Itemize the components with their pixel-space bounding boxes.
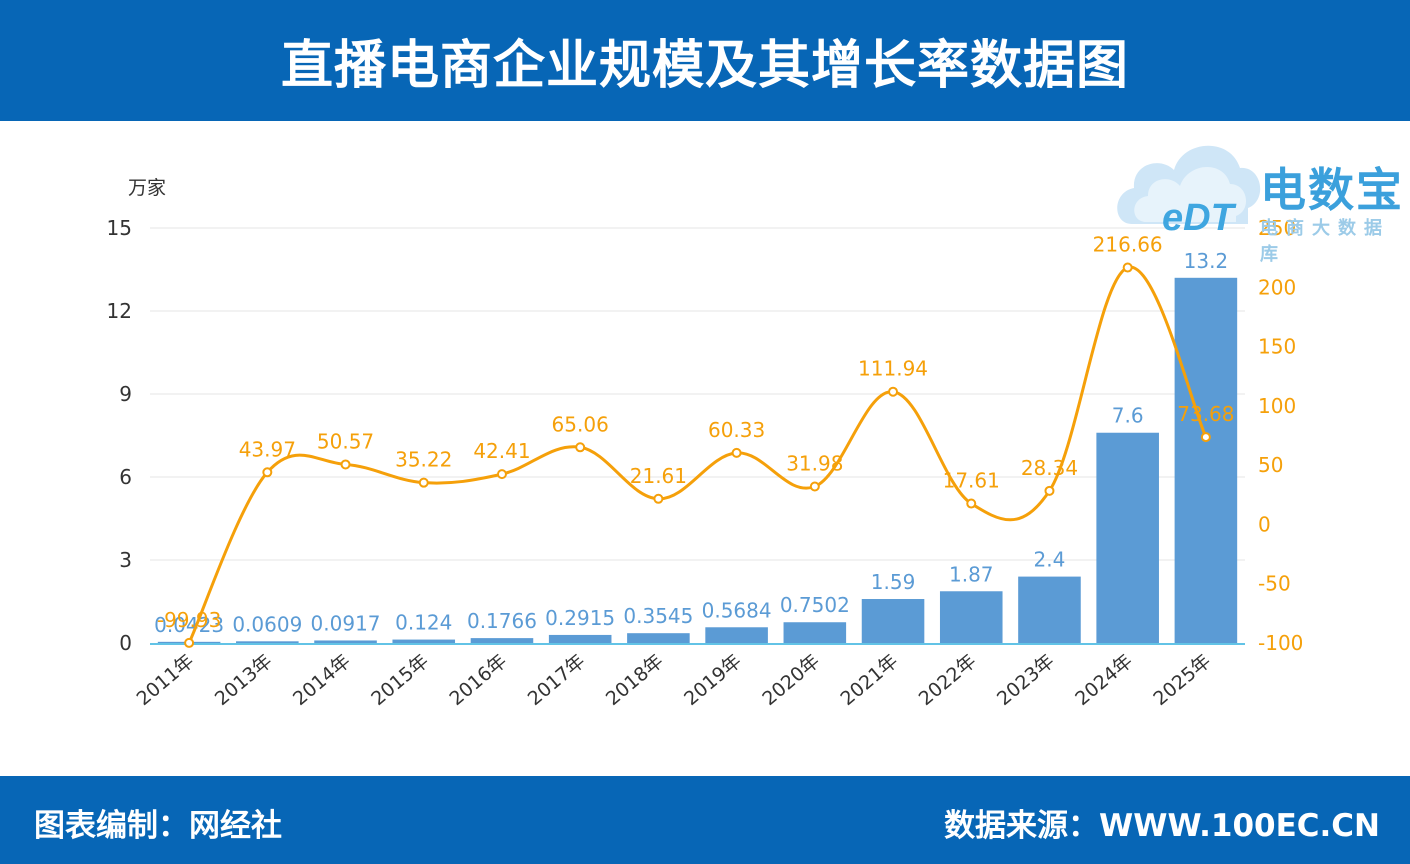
line-data-label: 28.34 — [1021, 456, 1078, 480]
y-right-tick-label: -100 — [1258, 631, 1303, 655]
bar — [1174, 277, 1238, 643]
line-point — [888, 386, 899, 397]
x-tick-label: 2023年 — [993, 650, 1059, 710]
line-point — [653, 493, 664, 504]
bar-data-label: 0.0917 — [311, 611, 381, 635]
line-data-label: 65.06 — [552, 412, 609, 436]
bar — [1018, 576, 1081, 643]
y-right-tick-label: 100 — [1258, 394, 1296, 418]
bar-data-label: 0.1766 — [467, 609, 537, 633]
bar — [783, 622, 847, 643]
line-data-label: 73.68 — [1177, 402, 1234, 426]
line-point — [575, 442, 586, 453]
logo-subtitle: 电商大数据库 — [1260, 218, 1390, 265]
y-right-tick-label: -50 — [1258, 572, 1291, 596]
x-tick-label: 2016年 — [445, 650, 511, 710]
bar-data-label: 0.0609 — [232, 612, 302, 636]
bar-data-label: 0.7502 — [780, 593, 850, 617]
bar-data-label: 0.124 — [395, 611, 452, 635]
y-left-tick-label: 12 — [107, 299, 132, 323]
y-left-axis-title: 万家 — [128, 177, 166, 199]
bar-data-label: 0.5684 — [702, 598, 772, 622]
chart-title: 直播电商企业规模及其增长率数据图 — [280, 36, 1129, 96]
x-tick-label: 2018年 — [602, 650, 668, 710]
bar — [236, 641, 299, 643]
line-point — [809, 481, 820, 492]
bar — [939, 591, 1003, 643]
line-data-label: 42.41 — [473, 439, 530, 463]
line-point — [966, 498, 977, 509]
bar-data-label: 7.6 — [1112, 404, 1144, 428]
y-left-tick-label: 0 — [119, 631, 132, 655]
bar — [627, 633, 690, 643]
line-data-label: 17.61 — [943, 469, 1000, 493]
svg-text:eDT: eDT — [1162, 197, 1237, 238]
y-right-tick-label: 150 — [1258, 335, 1296, 359]
bar — [392, 639, 456, 643]
y-right-tick-label: 250 — [1258, 216, 1296, 240]
x-tick-label: 2015年 — [367, 650, 433, 710]
header-bar: 直播电商企业规模及其增长率数据图 — [0, 0, 1410, 121]
x-tick-label: 2021年 — [837, 650, 903, 710]
line-data-label: 31.98 — [786, 452, 843, 476]
y-left-tick-label: 6 — [119, 465, 132, 489]
chart-area: 03691215-100-50050100150200250万家%0.04230… — [107, 177, 1304, 710]
bar-data-label: 1.87 — [949, 562, 994, 586]
logo-name: 电数宝 — [1260, 163, 1404, 217]
line-point — [1044, 485, 1055, 496]
line-point — [340, 459, 351, 470]
line-data-label: 35.22 — [395, 448, 452, 472]
x-tick-label: 2022年 — [915, 650, 981, 710]
bar-data-label: 2.4 — [1034, 548, 1066, 572]
x-tick-label: 2019年 — [680, 650, 746, 710]
line-point — [1200, 432, 1211, 443]
bar-data-label: 0.0423 — [154, 613, 224, 637]
line-point — [731, 447, 742, 458]
line-data-label: 43.97 — [239, 437, 296, 461]
line-point — [262, 467, 273, 478]
y-right-tick-label: 200 — [1258, 275, 1296, 299]
bar-data-label: 13.2 — [1184, 249, 1229, 273]
footer-credit: 图表编制：网经社 — [34, 808, 282, 844]
line-data-label: -99.93 — [157, 608, 221, 632]
bar-data-label: 0.2915 — [545, 606, 615, 630]
footer-bar: 图表编制：网经社 数据来源：WWW.100EC.CN — [0, 776, 1410, 864]
x-tick-label: 2025年 — [1149, 650, 1215, 710]
y-right-tick-label: 0 — [1258, 512, 1271, 536]
line-point — [1122, 262, 1133, 273]
line-point — [184, 637, 195, 648]
x-tick-label: 2024年 — [1071, 650, 1137, 710]
y-left-tick-label: 15 — [107, 216, 132, 240]
x-tick-label: 2014年 — [289, 650, 355, 710]
footer-source: 数据来源：WWW.100EC.CN — [944, 808, 1380, 844]
y-left-tick-label: 9 — [119, 382, 132, 406]
bar — [314, 640, 377, 643]
bar — [705, 627, 768, 643]
line-data-label: 60.33 — [708, 418, 765, 442]
bar-data-label: 0.3545 — [623, 604, 693, 628]
cloud-logo-icon: eDT — [1117, 145, 1261, 239]
bar — [470, 638, 534, 643]
bar — [1096, 432, 1159, 643]
line-data-label: 216.66 — [1093, 233, 1163, 257]
line-point — [496, 469, 507, 480]
x-tick-label: 2013年 — [211, 650, 277, 710]
x-tick-label: 2017年 — [524, 650, 590, 710]
line-data-label: 50.57 — [317, 429, 374, 453]
line-data-label: 111.94 — [858, 357, 928, 381]
line-data-label: 21.61 — [630, 464, 687, 488]
x-tick-label: 2011年 — [133, 650, 199, 710]
bar — [861, 599, 925, 643]
y-right-tick-label: 50 — [1258, 453, 1283, 477]
bar — [548, 634, 612, 643]
x-tick-label: 2020年 — [758, 650, 824, 710]
y-left-tick-label: 3 — [119, 548, 132, 572]
brand-logo: eDT 电数宝 电商大数据库 — [1112, 126, 1404, 265]
bar-data-label: 1.59 — [871, 570, 916, 594]
line-point — [418, 477, 429, 488]
